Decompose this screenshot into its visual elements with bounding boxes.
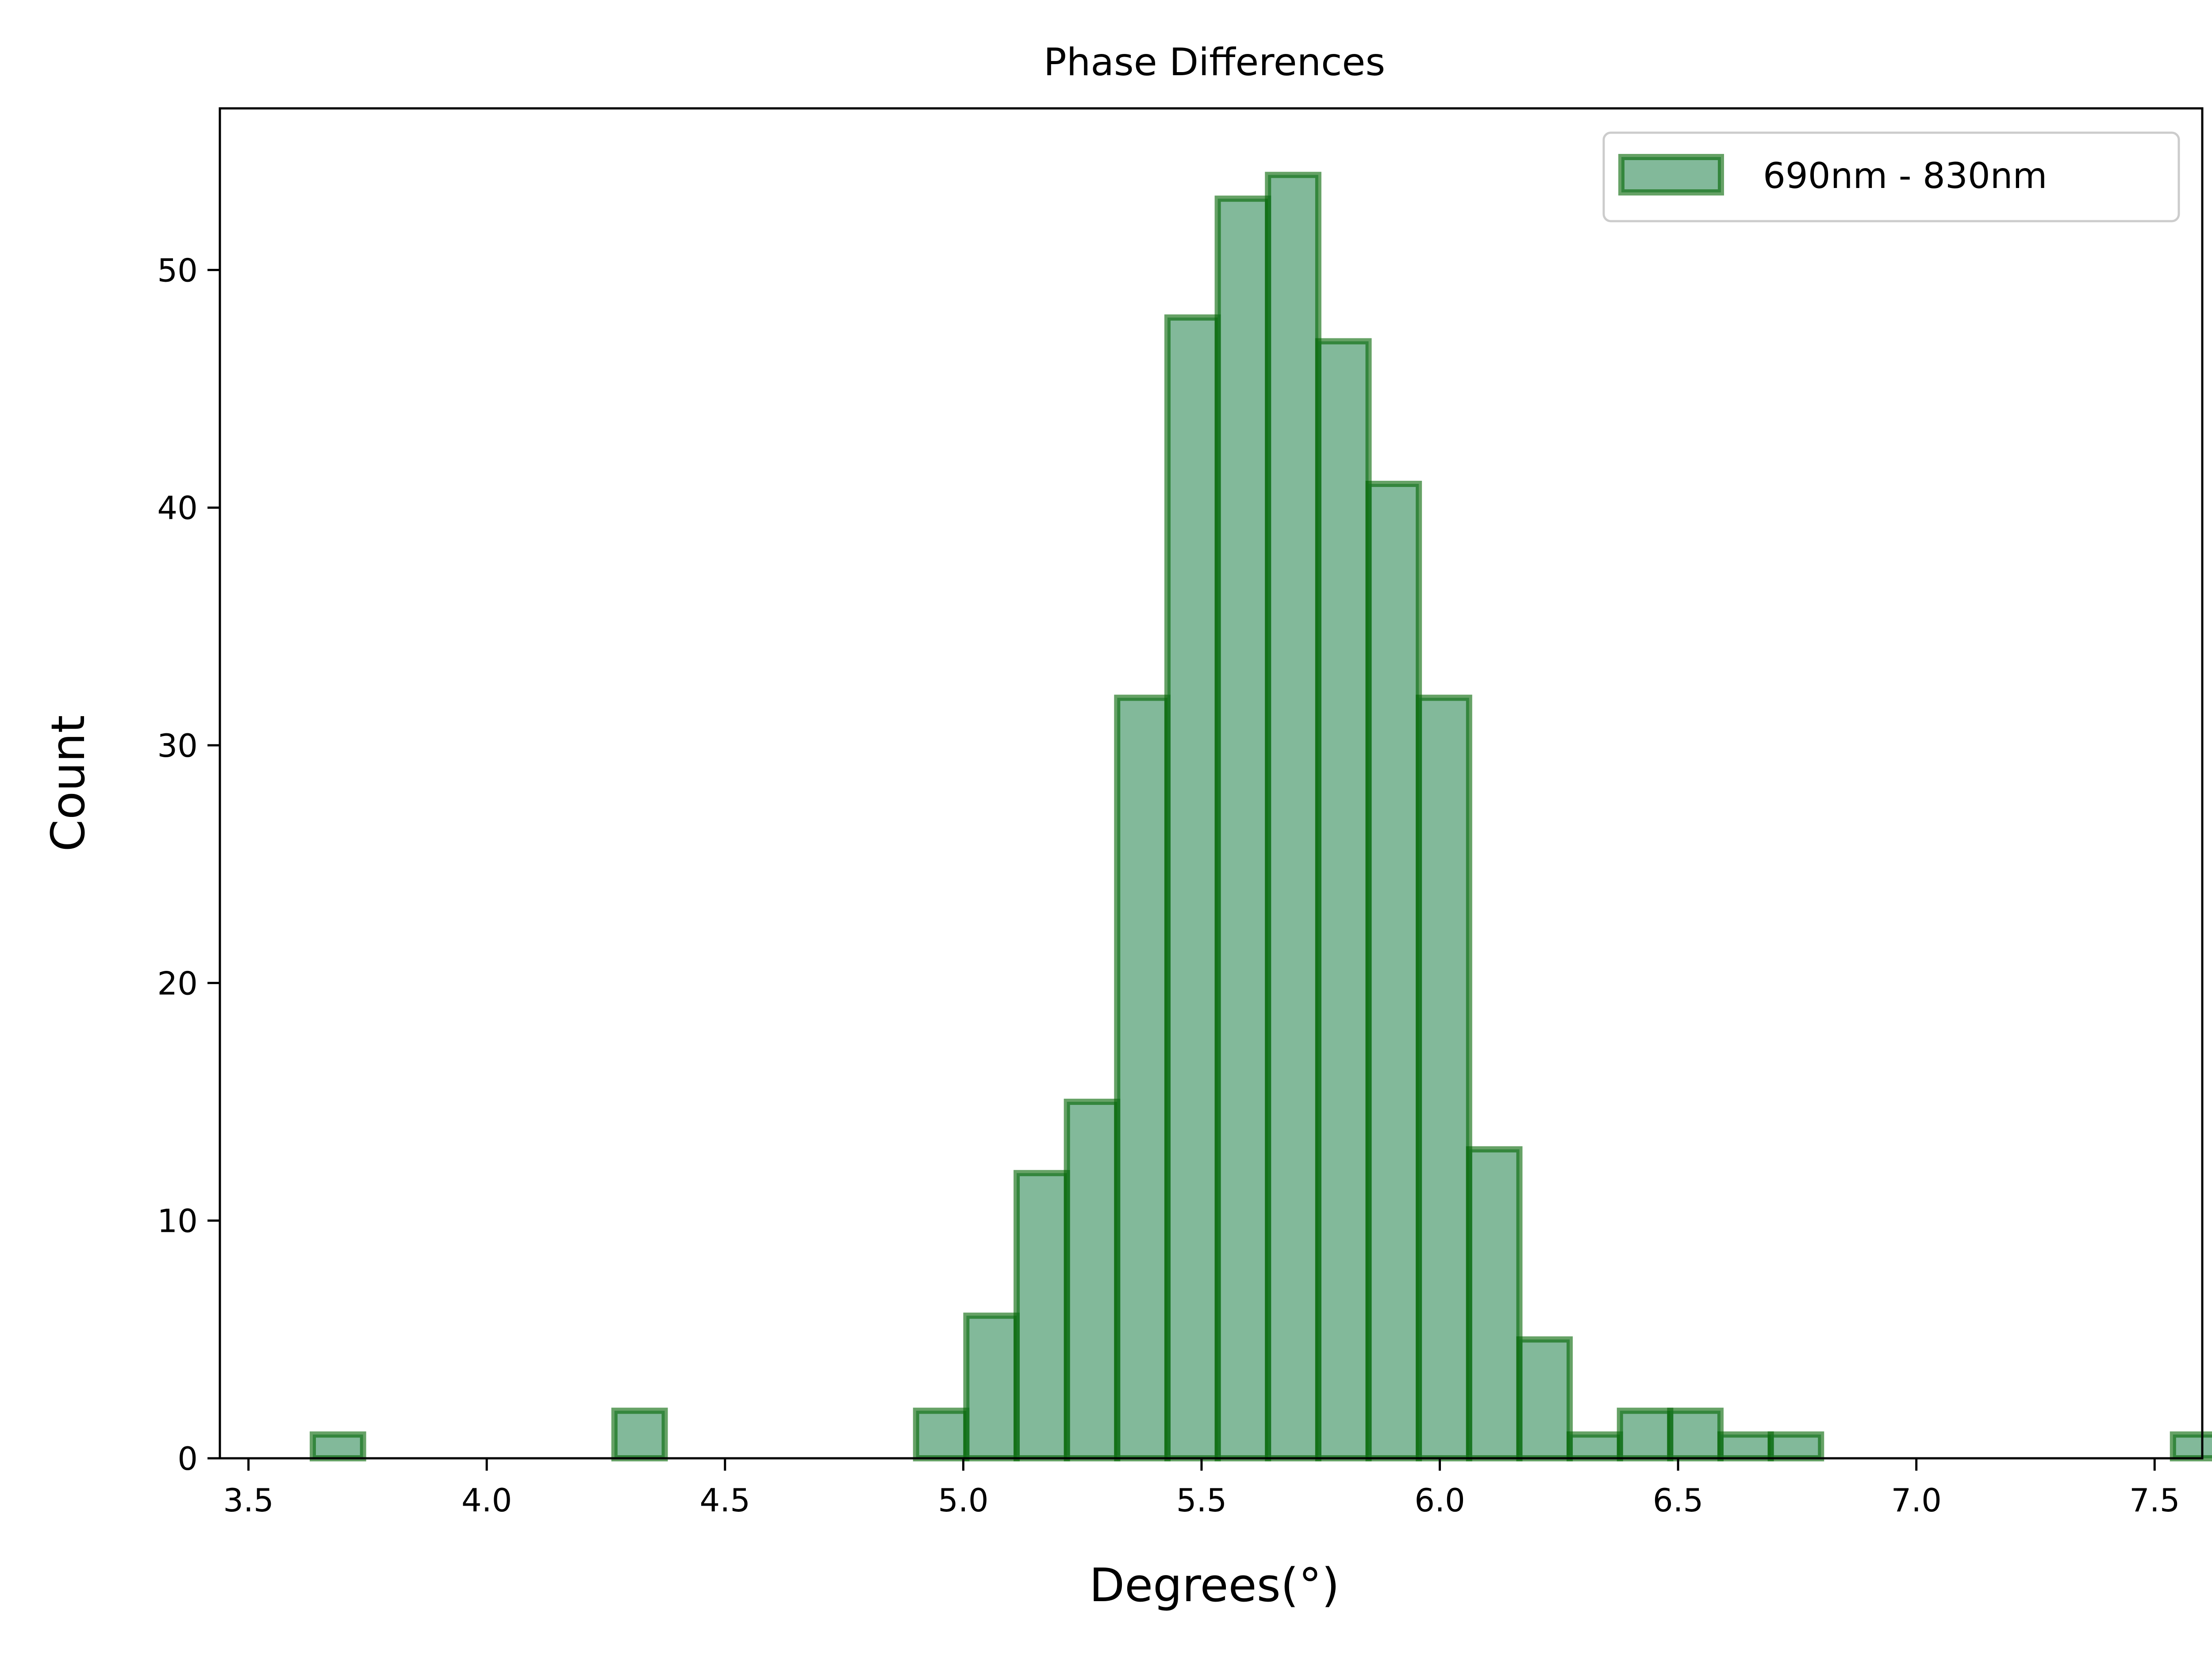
histogram-bar	[1416, 694, 1472, 1461]
histogram-bar	[1265, 172, 1321, 1462]
histogram-bar	[1064, 1099, 1121, 1462]
histogram-bar	[1114, 694, 1171, 1461]
legend-label: 690nm - 830nm	[1763, 155, 2047, 196]
y-axis-label: Count	[41, 715, 95, 852]
x-tick-label: 5.5	[1176, 1482, 1227, 1519]
y-tick-label: 10	[157, 1203, 198, 1240]
histogram-bar	[1466, 1146, 1523, 1461]
x-tick-label: 7.0	[1891, 1482, 1942, 1519]
y-tick-label: 0	[177, 1440, 198, 1477]
histogram-bar	[1014, 1170, 1070, 1461]
y-tick-label: 20	[157, 965, 198, 1002]
y-tick-label: 40	[157, 490, 198, 527]
x-tick-label: 3.5	[223, 1482, 274, 1519]
histogram-bar	[1717, 1431, 1774, 1461]
histogram-bar	[1667, 1407, 1724, 1461]
y-axis-ticks: 0 10 20 30 40 50	[157, 252, 220, 1477]
x-axis-label: Degrees(°)	[1089, 1558, 1340, 1612]
histogram-bar	[1767, 1431, 1824, 1461]
histogram-bar	[913, 1407, 970, 1461]
x-tick-label: 6.0	[1414, 1482, 1465, 1519]
x-tick-label: 4.5	[700, 1482, 751, 1519]
x-axis-ticks: 3.5 4.0 4.5 5.0 5.5 6.0 6.5 7.0 7.5	[223, 1458, 2180, 1519]
histogram-bar	[1214, 196, 1271, 1461]
x-tick-label: 4.0	[461, 1482, 512, 1519]
chart-title: Phase Differences	[1044, 40, 1385, 84]
legend-swatch	[1618, 154, 1724, 196]
histogram-bar	[1516, 1336, 1573, 1462]
x-tick-label: 7.5	[2129, 1482, 2180, 1519]
histogram-bar	[1617, 1407, 1674, 1461]
histogram-bar	[963, 1312, 1020, 1462]
legend-box	[1602, 131, 2180, 222]
histogram-bar	[1315, 338, 1372, 1462]
histogram-bar	[611, 1407, 668, 1461]
histogram-bar	[2170, 1431, 2212, 1461]
bars-group	[310, 172, 2212, 1462]
x-tick-label: 5.0	[938, 1482, 989, 1519]
histogram-bar	[1365, 480, 1422, 1461]
histogram-bar	[1164, 314, 1221, 1462]
histogram-bar	[310, 1431, 366, 1461]
x-tick-label: 6.5	[1653, 1482, 1704, 1519]
y-tick-label: 30	[157, 727, 198, 764]
plot-area-frame	[219, 107, 2204, 1460]
histogram-bar	[1567, 1431, 1623, 1461]
legend: 690nm - 830nm	[1602, 131, 2180, 222]
y-tick-label: 50	[157, 252, 198, 289]
